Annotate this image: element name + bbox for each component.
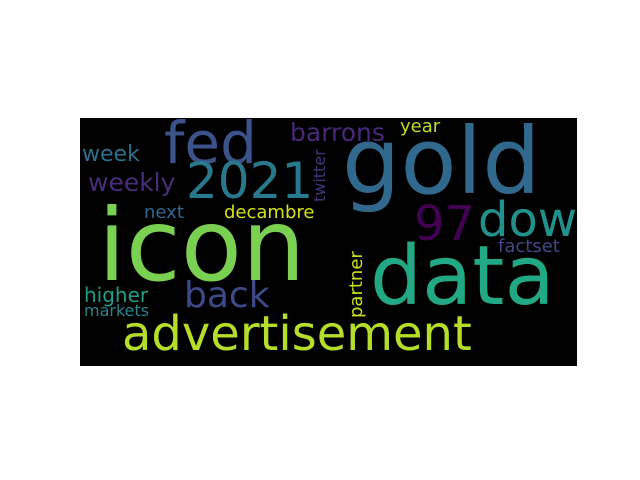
word-markets: markets [84, 301, 150, 320]
word-fed: fed [164, 118, 257, 177]
word-higher: factset [498, 236, 560, 257]
word-barrons: barrons [290, 118, 385, 147]
word-twitter: higher [84, 283, 149, 307]
word-cloud: gold icon data advertisement fed 2021 do… [80, 118, 577, 366]
word-97: 97 [414, 196, 476, 252]
word-partner: partner [346, 251, 367, 318]
word-year: year [400, 118, 441, 137]
word-dow: dow [478, 192, 577, 248]
word-icon: icon [98, 187, 306, 304]
word-next: twitter [310, 149, 329, 202]
word-advertisement: advertisement [122, 306, 472, 362]
word-2021: 2021 [186, 152, 314, 210]
word-decambre: next [144, 202, 184, 223]
word-weekly: weekly [88, 168, 176, 197]
word-back: back [184, 275, 270, 316]
word-data: data [370, 229, 555, 324]
word-gold: gold [342, 118, 541, 215]
word-factset: decambre [224, 202, 315, 223]
word-week: week [82, 142, 140, 167]
